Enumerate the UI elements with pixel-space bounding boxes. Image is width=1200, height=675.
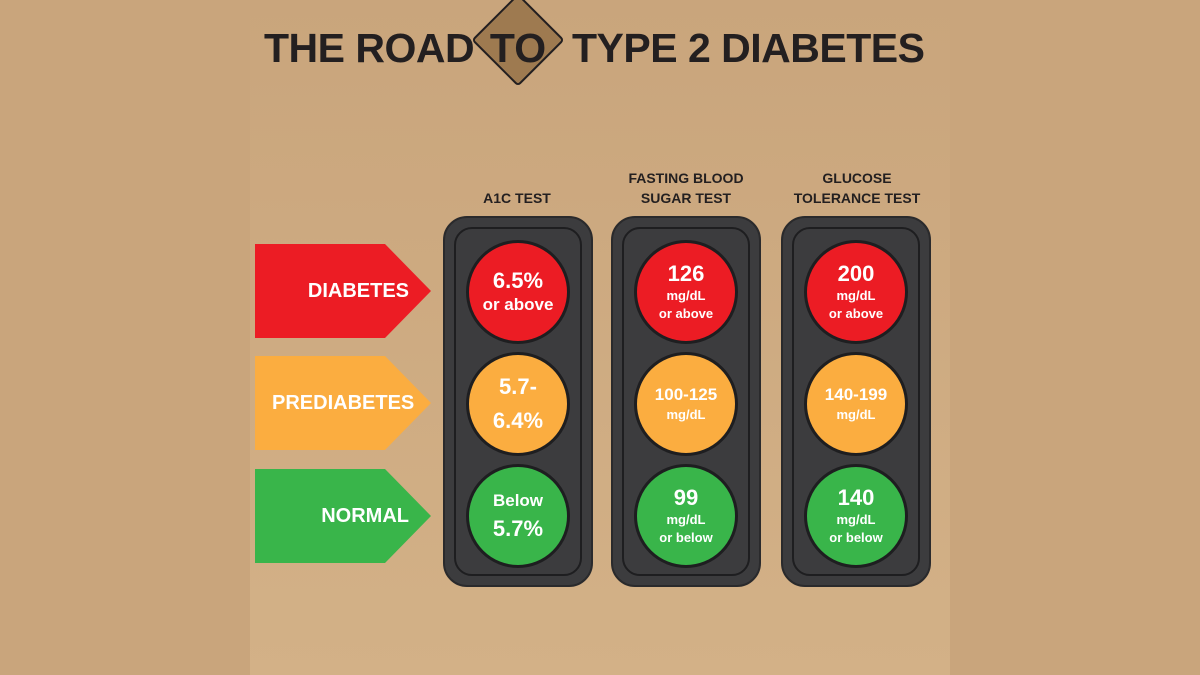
light-unit: mg/dL: [666, 512, 706, 527]
light-fasting-diabetes: 126 mg/dL or above: [634, 240, 738, 344]
traffic-light-glucose-tolerance: 200 mg/dL or above 140-199 mg/dL 140 mg/…: [781, 216, 931, 587]
header-fasting-blood-sugar-test: FASTING BLOOD SUGAR TEST: [601, 168, 771, 208]
light-glucose-prediabetes: 140-199 mg/dL: [804, 352, 908, 456]
light-value: 99: [673, 485, 699, 510]
header-line: FASTING BLOOD: [628, 170, 744, 186]
light-glucose-diabetes: 200 mg/dL or above: [804, 240, 908, 344]
light-value: 126: [667, 261, 705, 286]
housing-frame: [622, 227, 750, 576]
light-unit: mg/dL: [836, 407, 876, 422]
light-value: 100-125: [654, 385, 718, 404]
light-fasting-normal: 99 mg/dL or below: [634, 464, 738, 568]
arrow-label: PREDIABETES: [272, 391, 415, 414]
header-line: GLUCOSE: [822, 170, 892, 186]
traffic-light-fasting: 126 mg/dL or above 100-125 mg/dL 99 mg/d…: [611, 216, 761, 587]
light-fasting-prediabetes: 100-125 mg/dL: [634, 352, 738, 456]
housing-frame: [792, 227, 920, 576]
title-sign-text: TO: [489, 25, 547, 71]
light-subtext: or below: [829, 530, 883, 545]
housing-frame: [454, 227, 582, 576]
arrow-label: DIABETES: [307, 279, 409, 302]
light-subtext: Below: [492, 491, 544, 510]
light-value: 140-199: [824, 385, 888, 404]
light-subtext: or above: [658, 306, 714, 321]
light-subtext: or below: [659, 530, 713, 545]
light-value: 6.4%: [492, 408, 544, 433]
light-glucose-normal: 140 mg/dL or below: [804, 464, 908, 568]
light-value: 140: [837, 485, 875, 510]
arrow-label: NORMAL: [321, 504, 409, 527]
light-a1c-prediabetes: 5.7- 6.4%: [466, 352, 570, 456]
light-value: 5.7%: [492, 516, 544, 541]
traffic-light-a1c: 6.5% or above 5.7- 6.4% Below 5.7%: [443, 216, 593, 587]
header-line: A1C TEST: [483, 190, 551, 206]
header-a1c-test: A1C TEST: [432, 188, 602, 208]
header-line: SUGAR TEST: [640, 190, 732, 206]
light-a1c-diabetes: 6.5% or above: [466, 240, 570, 344]
light-unit: mg/dL: [666, 288, 706, 303]
title-left: THE ROAD: [264, 25, 475, 71]
light-unit: mg/dL: [666, 407, 706, 422]
header-glucose-tolerance-test: GLUCOSE TOLERANCE TEST: [772, 168, 942, 208]
title-right: TYPE 2 DIABETES: [572, 25, 925, 71]
light-subtext: or above: [828, 306, 884, 321]
light-unit: mg/dL: [836, 288, 876, 303]
light-a1c-normal: Below 5.7%: [466, 464, 570, 568]
light-value: 200: [837, 261, 875, 286]
light-subtext: or above: [482, 295, 554, 314]
light-value: 6.5%: [492, 268, 544, 293]
header-line: TOLERANCE TEST: [793, 190, 921, 206]
light-value: 5.7-: [499, 374, 537, 399]
light-unit: mg/dL: [836, 512, 876, 527]
